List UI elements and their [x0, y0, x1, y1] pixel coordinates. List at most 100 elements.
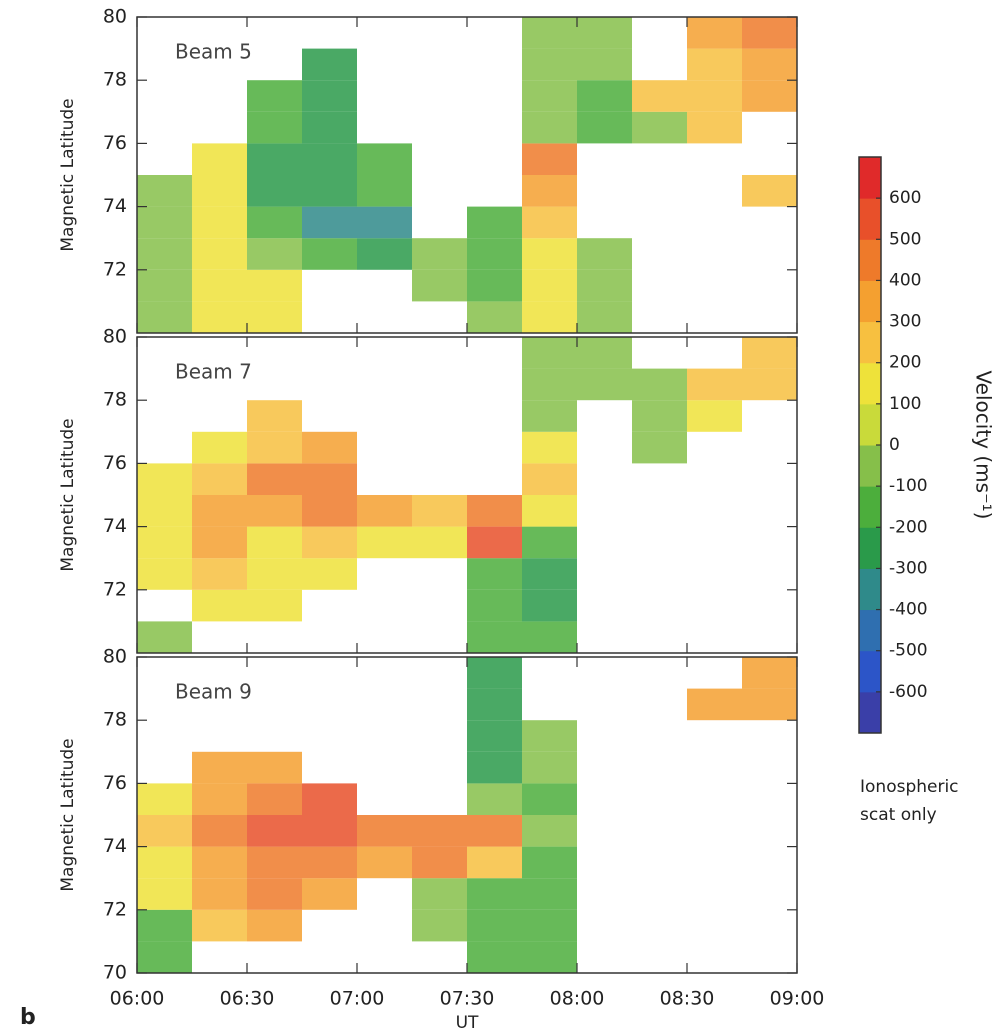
- cell: [687, 111, 742, 144]
- cell: [247, 80, 302, 112]
- cell: [192, 558, 247, 590]
- colorbar-tick-label: 0: [889, 435, 900, 455]
- colorbar-band: [859, 568, 881, 611]
- x-tick-label: 07:30: [440, 988, 495, 1010]
- cell: [247, 909, 302, 942]
- cell: [302, 143, 357, 175]
- cell: [467, 657, 522, 689]
- cell: [192, 815, 247, 847]
- cell: [522, 815, 577, 847]
- y-tick-label: 72: [103, 578, 127, 600]
- cell: [357, 495, 412, 527]
- cell: [192, 878, 247, 910]
- cell: [137, 206, 192, 239]
- cell: [192, 783, 247, 815]
- cell: [522, 941, 577, 973]
- cell: [577, 368, 632, 401]
- cell: [137, 846, 192, 879]
- cell: [522, 621, 577, 653]
- cell: [412, 909, 467, 942]
- colorbar-tick-label: 200: [889, 353, 921, 373]
- cell: [192, 463, 247, 495]
- cell: [192, 238, 247, 270]
- cell: [467, 783, 522, 815]
- cell: [192, 143, 247, 175]
- cell: [467, 909, 522, 942]
- cell: [522, 589, 577, 622]
- cell: [247, 783, 302, 815]
- y-tick-label: 80: [103, 326, 127, 348]
- cell: [302, 111, 357, 144]
- cell: [522, 878, 577, 910]
- cell: [522, 368, 577, 401]
- y-tick-label: 72: [103, 898, 127, 920]
- x-tick-label: 08:00: [550, 988, 605, 1010]
- cell: [522, 143, 577, 175]
- cell: [467, 238, 522, 270]
- cell: [247, 111, 302, 144]
- colorbar-tick-label: -300: [889, 558, 928, 578]
- y-axis-label: Magnetic Latitude: [58, 738, 78, 891]
- y-tick-label: 78: [103, 69, 127, 91]
- cell: [467, 878, 522, 910]
- panel-title: Beam 9: [175, 680, 252, 704]
- cell: [632, 80, 687, 112]
- cell: [192, 206, 247, 239]
- colorbar-tick-label: -400: [889, 600, 928, 620]
- cell: [467, 688, 522, 721]
- cell: [247, 269, 302, 302]
- cell: [192, 909, 247, 942]
- cell: [192, 269, 247, 302]
- cell: [302, 431, 357, 464]
- x-tick-label: 08:30: [660, 988, 715, 1010]
- cell: [412, 878, 467, 910]
- cell: [137, 878, 192, 910]
- cell: [632, 431, 687, 464]
- cell: [412, 815, 467, 847]
- cell: [357, 815, 412, 847]
- cell: [357, 206, 412, 239]
- cell: [632, 400, 687, 432]
- cell: [687, 17, 742, 49]
- cell: [137, 621, 192, 653]
- cell: [687, 80, 742, 112]
- cell: [137, 909, 192, 942]
- x-tick-label: 06:00: [110, 988, 165, 1010]
- colorbar-band: [859, 157, 881, 199]
- cell: [577, 301, 632, 333]
- cell: [522, 431, 577, 464]
- cell: [137, 301, 192, 333]
- cell: [302, 463, 357, 495]
- cell: [522, 238, 577, 270]
- cell: [302, 878, 357, 910]
- cell: [247, 238, 302, 270]
- cell: [412, 526, 467, 559]
- cell: [742, 657, 797, 689]
- cell: [137, 815, 192, 847]
- y-tick-label: 78: [103, 389, 127, 411]
- colorbar-tick-label: 500: [889, 229, 921, 249]
- cell: [302, 80, 357, 112]
- y-tick-label: 74: [103, 835, 127, 857]
- cell: [302, 495, 357, 527]
- cell: [247, 463, 302, 495]
- cell: [467, 751, 522, 784]
- note: Ionospheric: [860, 777, 959, 797]
- cell: [522, 80, 577, 112]
- cell: [522, 17, 577, 49]
- cell: [357, 143, 412, 175]
- cell: [247, 558, 302, 590]
- cell: [357, 846, 412, 879]
- cell: [247, 751, 302, 784]
- colorbar-tick-label: -100: [889, 476, 928, 496]
- cell: [192, 846, 247, 879]
- colorbar-band: [859, 650, 881, 693]
- cell: [522, 175, 577, 207]
- colorbar-tick-label: 600: [889, 188, 921, 208]
- cell: [742, 337, 797, 369]
- cell: [302, 783, 357, 815]
- cell: [467, 815, 522, 847]
- cell: [467, 206, 522, 239]
- cell: [137, 526, 192, 559]
